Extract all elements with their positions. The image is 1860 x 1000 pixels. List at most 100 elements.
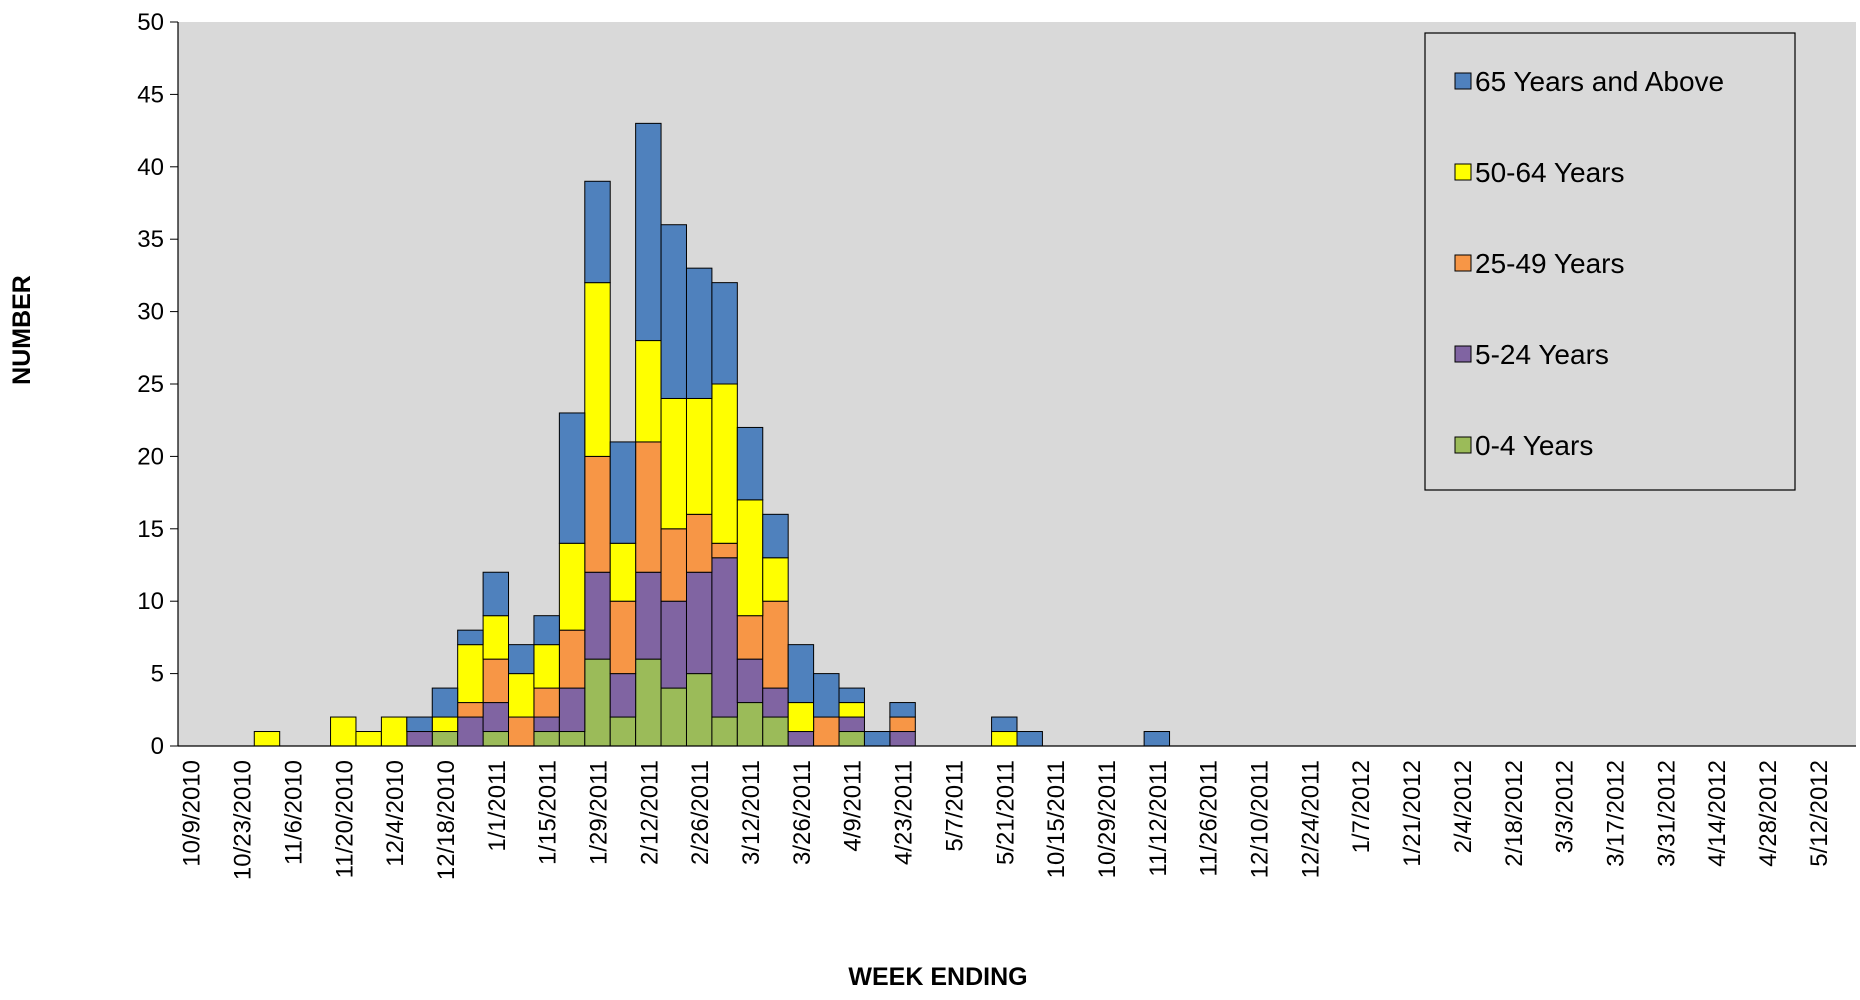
- bar-segment: [609, 600, 637, 675]
- bar-segment: [813, 716, 840, 747]
- bar-segment: [584, 571, 611, 660]
- x-tick-label: 2/26/2011: [687, 760, 714, 865]
- x-tick-label: 12/10/2011: [1247, 760, 1274, 878]
- bar-segment: [584, 180, 611, 284]
- bar-segment: [736, 702, 764, 747]
- bar-segment: [685, 513, 713, 573]
- bar-segment: [685, 267, 713, 399]
- x-tick-label: 10/15/2011: [1043, 760, 1070, 878]
- y-tick-label: 10: [137, 588, 164, 615]
- x-axis-title: WEEK ENDING: [848, 963, 1027, 991]
- legend-swatch: [1454, 345, 1472, 363]
- bar-segment: [863, 731, 891, 747]
- bar-segment: [736, 615, 764, 660]
- legend-label: 0-4 Years: [1475, 430, 1593, 461]
- bar-segment: [609, 673, 637, 718]
- x-tick-label: 5/12/2012: [1806, 760, 1833, 867]
- bar-segment: [457, 716, 484, 747]
- bar-segment: [533, 731, 560, 747]
- bar-segment: [635, 658, 662, 747]
- bar-segment: [736, 426, 764, 501]
- x-tick-label: 2/12/2011: [636, 760, 663, 865]
- bar-segment: [736, 499, 764, 617]
- bar-segment: [711, 282, 738, 385]
- x-tick-label: 3/3/2012: [1552, 760, 1579, 853]
- bar-segment: [558, 412, 586, 544]
- bar-segment: [660, 224, 687, 399]
- bar-segment: [787, 731, 815, 747]
- bar-segment: [380, 716, 408, 747]
- bar-segment: [431, 731, 459, 747]
- bar-segment: [533, 687, 560, 718]
- x-tick-label: 4/28/2012: [1755, 760, 1782, 867]
- bar-segment: [736, 658, 764, 704]
- bar-segment: [558, 731, 586, 747]
- bar-segment: [457, 702, 484, 718]
- bar-segment: [253, 731, 281, 747]
- legend-label: 65 Years and Above: [1475, 66, 1724, 97]
- bar-segment: [609, 441, 637, 544]
- bar-segment: [660, 687, 687, 747]
- bar-segment: [685, 397, 713, 515]
- bar-segment: [889, 731, 916, 747]
- x-tick-label: 3/17/2012: [1602, 760, 1629, 867]
- x-tick-label: 11/6/2010: [280, 760, 307, 865]
- y-axis-title: NUMBER: [8, 275, 36, 385]
- bar-segment: [685, 673, 713, 747]
- x-tick-label: 1/21/2012: [1399, 760, 1426, 867]
- x-tick-label: 4/14/2012: [1704, 760, 1731, 867]
- x-tick-label: 3/31/2012: [1653, 760, 1680, 867]
- bar-segment: [813, 673, 840, 718]
- bar-segment: [482, 731, 510, 747]
- y-tick-label: 40: [137, 154, 164, 181]
- x-tick-label: 1/15/2011: [535, 760, 562, 865]
- bar-segment: [609, 542, 637, 602]
- bar-segment: [685, 571, 713, 675]
- legend-swatch: [1454, 254, 1472, 272]
- x-tick-label: 10/23/2010: [230, 760, 257, 880]
- y-tick-label: 25: [137, 371, 164, 398]
- bar-segment: [762, 687, 789, 718]
- legend-label: 5-24 Years: [1475, 339, 1609, 370]
- bar-segment: [838, 687, 865, 704]
- bar-segment: [660, 600, 687, 689]
- x-tick-label: 4/23/2011: [891, 760, 918, 865]
- bar-segment: [330, 716, 357, 747]
- x-tick-label: 5/21/2011: [992, 760, 1019, 865]
- bar-segment: [431, 716, 459, 733]
- bar-segment: [482, 658, 510, 704]
- bar-segment: [787, 702, 815, 733]
- legend-box: [1424, 32, 1796, 491]
- bar-segment: [584, 282, 611, 457]
- bar-segment: [762, 557, 789, 602]
- bar-segment: [711, 716, 738, 747]
- y-tick-label: 50: [137, 9, 164, 36]
- x-tick-label: 3/12/2011: [738, 760, 765, 865]
- bar-segment: [635, 571, 662, 660]
- bar-segment: [762, 600, 789, 689]
- x-tick-label: 1/7/2012: [1348, 760, 1375, 853]
- x-tick-label: 5/7/2011: [941, 760, 968, 852]
- bar-segment: [457, 629, 484, 646]
- y-tick-label: 45: [137, 81, 164, 108]
- bar-segment: [558, 542, 586, 631]
- x-tick-label: 11/20/2010: [331, 760, 358, 878]
- y-tick-label: 30: [137, 299, 164, 326]
- bar-segment: [660, 528, 687, 602]
- y-tick-label: 0: [151, 733, 164, 760]
- x-tick-label: 4/9/2011: [840, 760, 867, 852]
- bar-segment: [533, 716, 560, 733]
- y-tick-label: 15: [137, 516, 164, 543]
- x-tick-label: 3/26/2011: [789, 760, 816, 865]
- x-tick-label: 12/4/2010: [382, 760, 409, 867]
- y-tick-label: 5: [151, 661, 164, 688]
- bar-segment: [508, 644, 535, 675]
- y-tick-label: 20: [137, 443, 164, 470]
- bar-segment: [787, 644, 815, 704]
- bar-segment: [609, 716, 637, 747]
- bar-segment: [558, 629, 586, 689]
- x-tick-label: 12/24/2011: [1297, 760, 1324, 878]
- bar-segment: [711, 542, 738, 559]
